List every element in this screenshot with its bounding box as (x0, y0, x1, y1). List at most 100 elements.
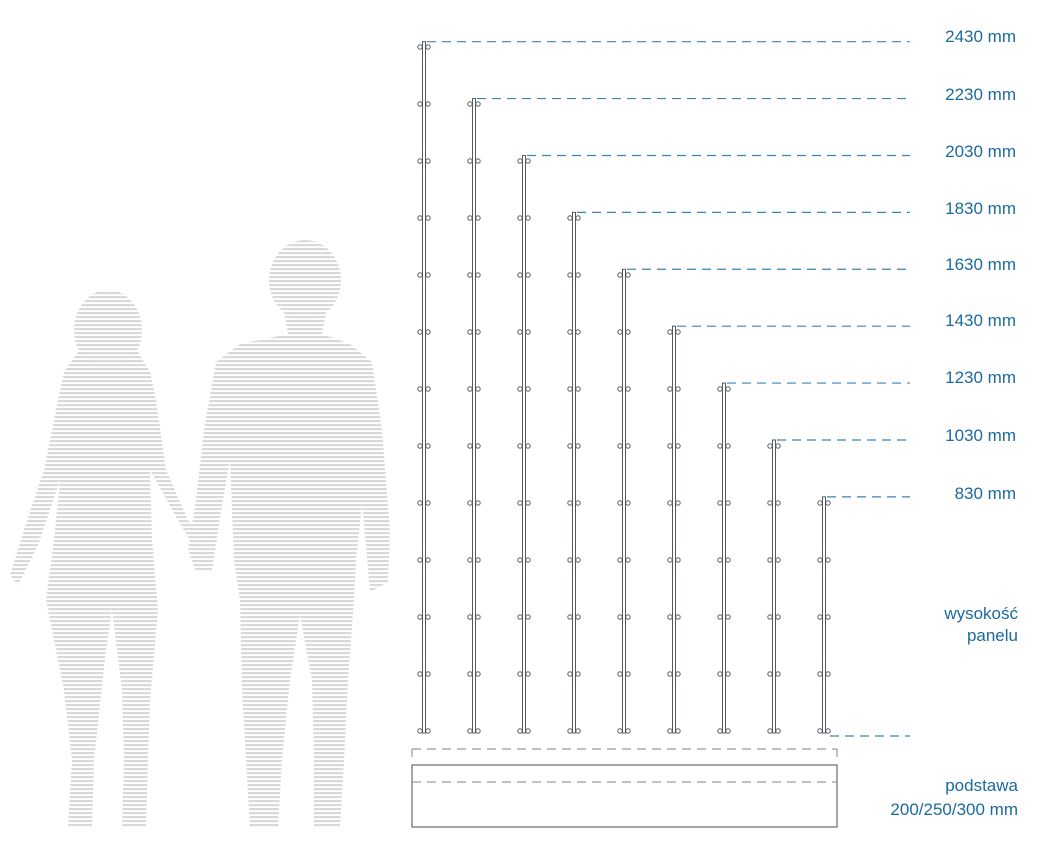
post-clamp (467, 329, 473, 335)
post-clamp (675, 386, 681, 392)
post-clamp (575, 500, 581, 506)
post-clamp (567, 272, 573, 278)
post-clamp (725, 386, 731, 392)
post-clamp (775, 557, 781, 563)
post-clamp (725, 614, 731, 620)
post-clamp (417, 329, 423, 335)
fence-post (772, 439, 776, 734)
post-clamp (767, 557, 773, 563)
post-clamp (767, 671, 773, 677)
post-clamp (625, 728, 631, 734)
height-label-1230: 1230 mm (945, 368, 1016, 387)
post-clamp (675, 500, 681, 506)
post-clamp (417, 386, 423, 392)
post-clamp (817, 557, 823, 563)
post-clamp (717, 500, 723, 506)
post-clamp (725, 443, 731, 449)
post-clamp (667, 614, 673, 620)
post-clamp (517, 272, 523, 278)
post-clamp (825, 557, 831, 563)
post-clamp (667, 386, 673, 392)
post-clamp (817, 614, 823, 620)
post-clamp (475, 500, 481, 506)
post-clamp (525, 500, 531, 506)
post-clamp (417, 671, 423, 677)
post-clamp (717, 671, 723, 677)
post-clamp (417, 272, 423, 278)
fence-post (472, 98, 476, 734)
post-clamp (567, 728, 573, 734)
post-clamp (775, 500, 781, 506)
post-clamp (625, 500, 631, 506)
post-clamp (425, 215, 431, 221)
post-clamp (767, 728, 773, 734)
post-clamp (617, 614, 623, 620)
post-clamp (625, 557, 631, 563)
post-clamp (825, 671, 831, 677)
post-clamp (475, 272, 481, 278)
post-clamp (725, 728, 731, 734)
post-clamp (417, 443, 423, 449)
post-clamp (617, 557, 623, 563)
post-clamp (617, 386, 623, 392)
post-clamp (417, 557, 423, 563)
post-clamp (675, 728, 681, 734)
post-clamp (517, 671, 523, 677)
post-clamp (775, 443, 781, 449)
post-clamp (425, 443, 431, 449)
panel-height-label-line2: panelu (967, 626, 1018, 645)
base-label: podstawa 200/250/300 mm (890, 776, 1018, 819)
post-clamp (667, 728, 673, 734)
base-label-line1: podstawa (945, 776, 1018, 795)
post-clamp (775, 671, 781, 677)
post-clamp (767, 614, 773, 620)
base-label-line2: 200/250/300 mm (890, 800, 1018, 819)
fence-post (722, 382, 726, 734)
post-clamp (525, 728, 531, 734)
post-clamp (617, 329, 623, 335)
post-clamp (417, 728, 423, 734)
post-clamp (467, 386, 473, 392)
post-clamp (617, 671, 623, 677)
post-clamp (525, 329, 531, 335)
post-clamp (525, 671, 531, 677)
post-clamp (567, 614, 573, 620)
man-silhouette-icon (188, 240, 390, 828)
post-clamp (475, 158, 481, 164)
post-clamp (425, 557, 431, 563)
height-labels: 2430 mm 2230 mm 2030 mm 1830 mm 1630 mm … (945, 27, 1016, 503)
post-clamp (567, 329, 573, 335)
post-clamp (575, 215, 581, 221)
post-clamp (517, 443, 523, 449)
height-label-1430: 1430 mm (945, 311, 1016, 330)
post-clamp (525, 215, 531, 221)
post-clamp (717, 443, 723, 449)
post-clamp (717, 614, 723, 620)
post-clamp (617, 272, 623, 278)
post-clamp (425, 158, 431, 164)
post-clamp (625, 386, 631, 392)
fence-post (822, 496, 826, 734)
post-clamp (817, 500, 823, 506)
post-clamp (475, 557, 481, 563)
post-clamp (825, 500, 831, 506)
post-clamp (475, 101, 481, 107)
fence-post (522, 154, 526, 734)
post-clamp (717, 728, 723, 734)
post-clamp (425, 671, 431, 677)
post-clamp (575, 443, 581, 449)
post-clamp (667, 443, 673, 449)
fence-post (622, 268, 626, 734)
post-clamp (567, 443, 573, 449)
woman-silhouette-icon (10, 290, 210, 828)
post-clamp (525, 443, 531, 449)
post-clamp (775, 614, 781, 620)
post-clamp (575, 272, 581, 278)
post-clamp (725, 500, 731, 506)
post-clamp (467, 728, 473, 734)
post-clamp (717, 386, 723, 392)
post-clamp (525, 557, 531, 563)
post-clamp (425, 500, 431, 506)
post-clamp (625, 272, 631, 278)
